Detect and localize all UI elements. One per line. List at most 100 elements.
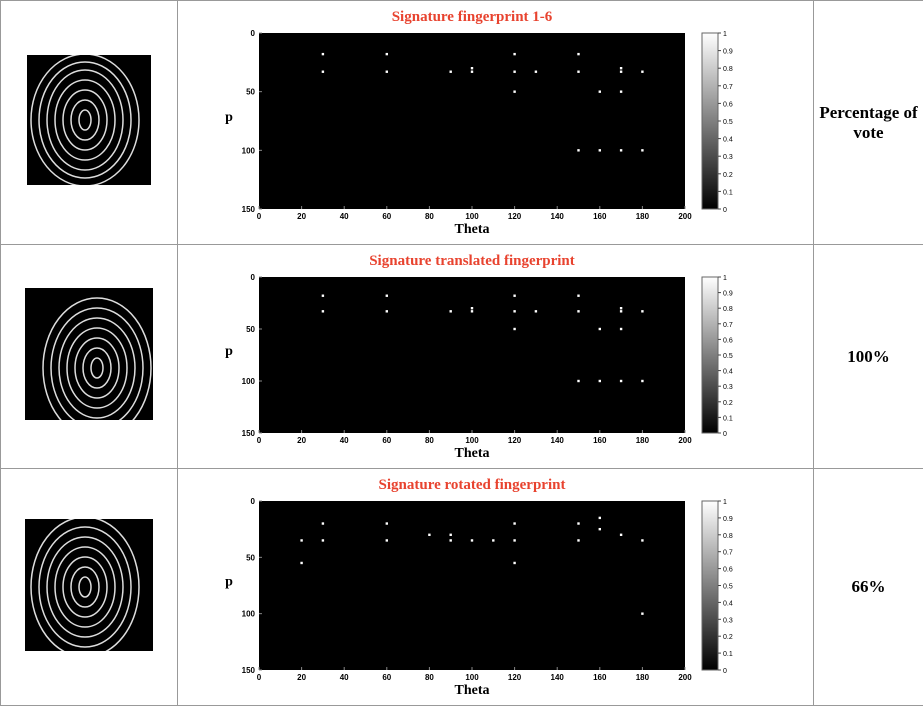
- image-cell: [1, 245, 178, 469]
- x-tick-label: 120: [507, 436, 521, 445]
- data-point: [619, 90, 621, 92]
- x-tick-label: 80: [424, 212, 433, 221]
- colorbar-tick-label: 0.6: [723, 337, 733, 344]
- x-axis-label: Theta: [454, 222, 489, 237]
- colorbar-tick-label: 0: [723, 668, 727, 675]
- colorbar: [702, 501, 718, 670]
- data-point: [513, 522, 515, 524]
- colorbar-tick-label: 0.3: [723, 384, 733, 391]
- data-point: [513, 310, 515, 312]
- colorbar-tick-label: 0.5: [723, 353, 733, 360]
- x-tick-label: 20: [297, 673, 306, 682]
- x-tick-label: 200: [678, 436, 692, 445]
- x-tick-label: 40: [339, 673, 348, 682]
- data-point: [428, 534, 430, 536]
- x-tick-label: 80: [424, 436, 433, 445]
- x-tick-label: 60: [382, 673, 391, 682]
- chart-title: Signature fingerprint 1-6: [391, 9, 552, 25]
- colorbar-tick-label: 0.9: [723, 49, 733, 56]
- data-point: [385, 71, 387, 73]
- x-tick-label: 100: [465, 673, 479, 682]
- colorbar-tick-label: 0.1: [723, 651, 733, 658]
- data-point: [321, 310, 323, 312]
- data-point: [619, 534, 621, 536]
- y-tick-label: 50: [246, 325, 255, 334]
- data-point: [577, 539, 579, 541]
- data-point: [577, 295, 579, 297]
- colorbar-tick-label: 0.1: [723, 415, 733, 422]
- colorbar-tick-label: 0.8: [723, 66, 733, 73]
- x-tick-label: 160: [593, 673, 607, 682]
- y-tick-label: 100: [241, 610, 255, 619]
- data-point: [641, 539, 643, 541]
- x-tick-label: 100: [465, 212, 479, 221]
- data-point: [619, 149, 621, 151]
- colorbar-tick-label: 0.4: [723, 600, 733, 607]
- x-tick-label: 140: [550, 212, 564, 221]
- data-point: [470, 71, 472, 73]
- vote-cell: 66%: [814, 469, 923, 706]
- data-point: [598, 528, 600, 530]
- data-point: [619, 310, 621, 312]
- x-tick-label: 200: [678, 673, 692, 682]
- x-tick-label: 180: [635, 436, 649, 445]
- x-tick-label: 60: [382, 436, 391, 445]
- data-point: [577, 53, 579, 55]
- fingerprint-image: [25, 288, 153, 420]
- colorbar-tick-label: 0.5: [723, 584, 733, 591]
- data-point: [598, 149, 600, 151]
- data-point: [513, 562, 515, 564]
- data-point: [470, 310, 472, 312]
- image-cell: [1, 469, 178, 706]
- x-tick-label: 80: [424, 673, 433, 682]
- data-point: [470, 307, 472, 309]
- x-tick-label: 140: [550, 673, 564, 682]
- plot-area: [259, 277, 685, 433]
- data-point: [513, 90, 515, 92]
- data-point: [449, 539, 451, 541]
- image-cell: [1, 1, 178, 245]
- colorbar: [702, 33, 718, 209]
- data-point: [385, 310, 387, 312]
- data-point: [513, 53, 515, 55]
- colorbar-tick-label: 0: [723, 431, 727, 438]
- data-point: [385, 53, 387, 55]
- colorbar-tick-label: 1: [723, 275, 727, 282]
- colorbar-tick-label: 1: [723, 31, 727, 38]
- data-point: [449, 310, 451, 312]
- colorbar-tick-label: 0.3: [723, 154, 733, 161]
- colorbar-tick-label: 0.4: [723, 137, 733, 144]
- colorbar-tick-label: 0.8: [723, 306, 733, 313]
- y-tick-label: 0: [250, 273, 255, 282]
- colorbar-tick-label: 0.7: [723, 84, 733, 91]
- data-point: [449, 71, 451, 73]
- x-tick-label: 180: [635, 673, 649, 682]
- data-point: [385, 295, 387, 297]
- x-tick-label: 40: [339, 436, 348, 445]
- data-point: [492, 539, 494, 541]
- data-point: [641, 310, 643, 312]
- data-point: [577, 149, 579, 151]
- data-point: [598, 328, 600, 330]
- x-axis-label: Theta: [454, 683, 489, 698]
- colorbar-tick-label: 0.1: [723, 189, 733, 196]
- colorbar-tick-label: 0.4: [723, 369, 733, 376]
- data-point: [619, 328, 621, 330]
- data-point: [577, 71, 579, 73]
- data-point: [321, 71, 323, 73]
- data-point: [577, 310, 579, 312]
- data-point: [513, 328, 515, 330]
- data-point: [577, 380, 579, 382]
- x-tick-label: 160: [593, 212, 607, 221]
- vote-cell: 100%: [814, 245, 923, 469]
- data-point: [513, 71, 515, 73]
- data-point: [449, 534, 451, 536]
- data-point: [619, 71, 621, 73]
- plot-area: [259, 501, 685, 670]
- data-point: [577, 522, 579, 524]
- colorbar-tick-label: 0.5: [723, 119, 733, 126]
- colorbar-tick-label: 0.2: [723, 172, 733, 179]
- y-tick-label: 100: [241, 146, 255, 155]
